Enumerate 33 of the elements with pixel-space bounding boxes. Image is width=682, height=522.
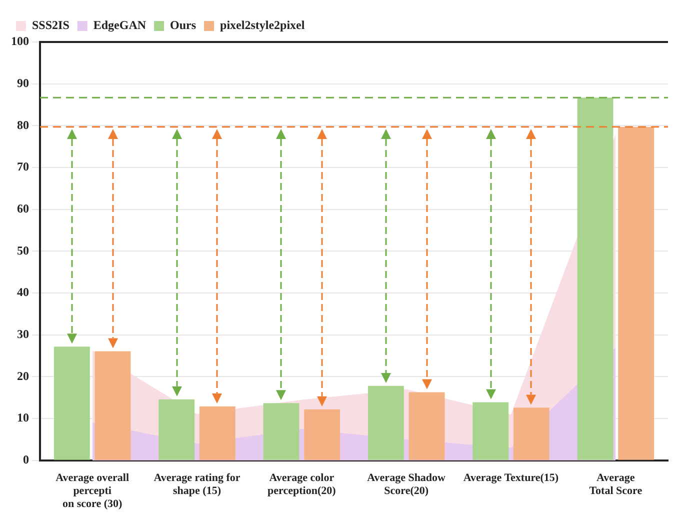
y-tick-label: 20	[17, 368, 29, 383]
x-tick-label: Average rating for shape (15)	[154, 472, 240, 498]
x-tick-label: Average Shadow Score(20)	[367, 472, 446, 498]
y-tick-label: 90	[17, 76, 29, 90]
legend-label: EdgeGAN	[93, 18, 146, 32]
y-tick-label: 100	[11, 34, 29, 48]
bar	[304, 409, 340, 460]
bar	[577, 98, 614, 460]
y-tick-label: 30	[17, 326, 29, 341]
y-tick-label: 80	[17, 118, 29, 132]
x-tick-label: Average overall percepti on score (30)	[56, 472, 130, 510]
y-tick-label: 70	[17, 160, 29, 174]
bar	[54, 346, 90, 460]
legend-label: pixel2style2pixel	[220, 18, 306, 32]
bar	[158, 399, 195, 460]
bar	[408, 392, 445, 460]
y-tick-label: 60	[17, 201, 29, 216]
x-tick-label: Average Total Score	[589, 472, 642, 498]
x-tick-label: Average color perception(20)	[268, 472, 336, 498]
bar	[618, 126, 654, 460]
y-tick-label: 50	[17, 243, 29, 258]
y-tick-label: 0	[23, 452, 29, 466]
y-tick-label: 40	[17, 285, 29, 300]
legend-label: SSS2IS	[32, 18, 70, 32]
bar	[472, 402, 509, 460]
bar	[263, 403, 300, 460]
y-tick-label: 10	[17, 410, 29, 425]
bar	[513, 408, 550, 460]
x-tick-label: Average Texture(15)	[463, 472, 559, 484]
bar	[94, 351, 131, 460]
legend-label: Ours	[170, 18, 196, 32]
bar	[368, 386, 404, 460]
bar	[199, 406, 236, 460]
